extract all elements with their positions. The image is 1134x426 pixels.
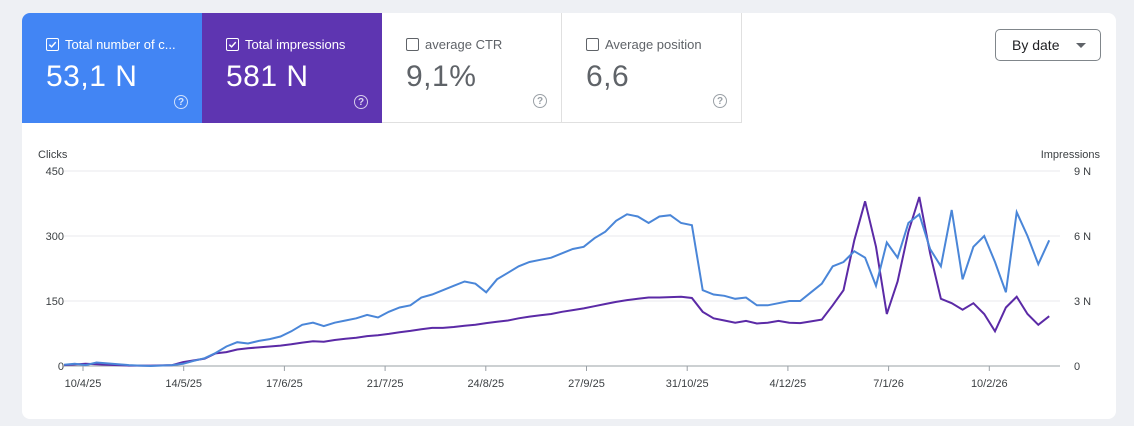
x-tick-label: 17/6/25 [266,378,303,390]
average-ctr-tile[interactable]: average CTR 9,1% ? [382,13,562,123]
tile-label: Total number of c... [65,37,176,52]
x-tick-label: 24/8/25 [467,378,504,390]
dropdown-label: By date [1012,37,1060,53]
checkbox-icon[interactable] [406,38,419,51]
clicks-series-line [63,208,1051,368]
help-icon[interactable]: ? [174,95,188,109]
x-tick-label: 10/4/25 [65,378,102,390]
x-tick-label: 27/9/25 [568,378,605,390]
tile-value: 581 N [226,60,309,93]
x-tick-label: 4/12/25 [770,378,807,390]
performance-chart: 450 300 150 0 9 N 6 N 3 N 0 10/4/25 14/5/25 17/6… [38,149,1101,390]
tile-label: Total impressions [245,37,346,52]
tile-value: 9,1% [406,60,477,93]
x-tick-label: 31/10/25 [666,378,709,390]
y-tick-left: 150 [46,296,64,308]
checkbox-icon[interactable] [226,38,239,51]
y-tick-left: 300 [46,231,64,243]
total-clicks-tile[interactable]: Total number of c... 53,1 N ? [22,13,202,123]
x-tick-label: 14/5/25 [165,378,202,390]
by-date-dropdown[interactable]: By date [995,29,1101,61]
tile-value: 53,1 N [46,60,138,93]
y-tick-left: 450 [46,166,64,178]
x-tick-label: 10/2/26 [971,378,1008,390]
checkbox-icon[interactable] [46,38,59,51]
y-tick-right: 9 N [1074,166,1091,178]
checkbox-icon[interactable] [586,38,599,51]
y-axis-right-label: Impressions [1041,149,1101,161]
tile-label: average CTR [425,37,503,52]
y-tick-right: 3 N [1074,296,1091,308]
impressions-series-line [63,196,1050,367]
x-tick-label: 7/1/26 [873,378,904,390]
y-tick-left: 0 [58,361,64,373]
tile-value: 6,6 [586,60,630,93]
performance-card: Total number of c... 53,1 N ? Total impr… [22,13,1116,419]
average-position-tile[interactable]: Average position 6,6 ? [562,13,742,123]
x-tick-label: 21/7/25 [367,378,404,390]
total-impressions-tile[interactable]: Total impressions 581 N ? [202,13,382,123]
y-tick-right: 0 [1074,361,1080,373]
help-icon[interactable]: ? [354,95,368,109]
help-icon[interactable]: ? [533,94,547,108]
help-icon[interactable]: ? [713,94,727,108]
caret-down-icon [1076,43,1086,48]
y-tick-right: 6 N [1074,231,1091,243]
y-axis-left-label: Clicks [38,149,68,161]
tile-label: Average position [605,37,702,52]
